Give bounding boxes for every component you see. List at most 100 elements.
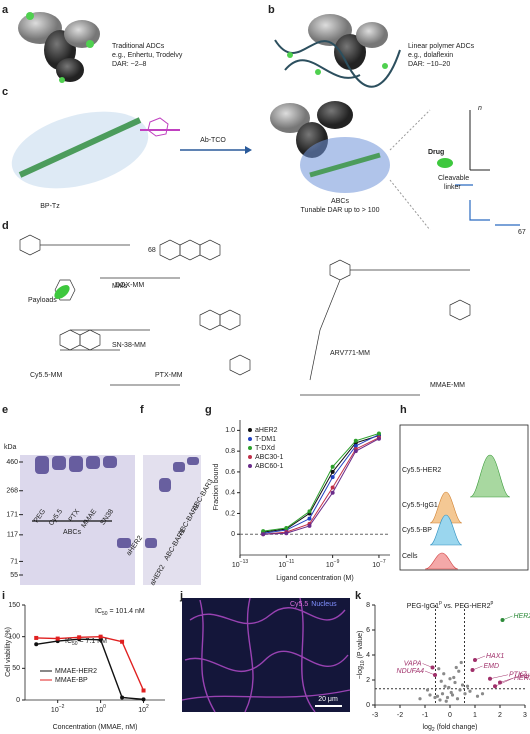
text-part: Cy5.5 xyxy=(290,601,308,608)
point xyxy=(141,688,146,693)
text-part: 10 xyxy=(232,562,240,569)
text-part: 10 xyxy=(360,660,366,666)
legend-label: MMAE-HER2 xyxy=(55,668,97,675)
point xyxy=(120,639,125,644)
antibody-b xyxy=(274,14,401,88)
marker-label: 268 xyxy=(6,488,18,495)
point xyxy=(428,693,432,697)
gene-label: EMD xyxy=(484,663,500,670)
label: 68 xyxy=(148,247,156,254)
text-part: 10 xyxy=(138,707,146,714)
y-tick-label: 0 xyxy=(231,531,235,538)
panel-label: k xyxy=(355,590,362,602)
text-part: (P value) xyxy=(357,631,364,661)
label: ABCs xyxy=(63,529,81,536)
curve xyxy=(263,437,380,535)
point xyxy=(445,695,450,700)
text-part: IC xyxy=(65,638,72,645)
leader xyxy=(494,678,514,687)
point xyxy=(284,526,289,530)
panel-label: b xyxy=(268,4,275,16)
point xyxy=(376,436,381,441)
label: Cleavable xyxy=(438,175,469,182)
legend-marker xyxy=(248,446,252,450)
point xyxy=(449,690,453,695)
text-part: (fold change) xyxy=(435,724,478,731)
curve xyxy=(263,438,380,535)
point xyxy=(376,431,381,436)
point xyxy=(330,469,335,474)
point xyxy=(444,699,448,703)
compound-name: ARV771-MM xyxy=(330,350,370,357)
point xyxy=(452,675,456,680)
point xyxy=(439,679,443,683)
gene-label: P4HA1 xyxy=(519,673,530,680)
point xyxy=(442,672,446,676)
marker-label: 460 xyxy=(6,459,18,466)
gel-e xyxy=(20,455,135,585)
y-tick-label: 0.6 xyxy=(225,469,235,476)
annotation: IC50 = 101.4 nM xyxy=(95,608,145,617)
label: 67 xyxy=(518,229,526,236)
text-part: 50 xyxy=(72,641,78,647)
y-tick-label: 100 xyxy=(8,634,20,641)
legend-label: MMAE-BP xyxy=(55,677,88,684)
leader xyxy=(499,676,519,683)
point xyxy=(330,490,335,495)
leader xyxy=(502,615,513,621)
point xyxy=(448,677,452,681)
flow-histograms xyxy=(399,424,529,571)
text-part: −log xyxy=(357,666,364,680)
axis-label: Fraction bound xyxy=(213,464,220,511)
point xyxy=(480,692,485,696)
legend-label: T-DXd xyxy=(255,445,275,452)
point xyxy=(447,685,451,690)
point xyxy=(454,665,458,670)
point xyxy=(261,532,266,537)
legend-label: ABC60-1 xyxy=(255,463,284,470)
text-part: 10 xyxy=(372,562,380,569)
y-tick-label: 0.2 xyxy=(225,510,235,517)
point xyxy=(141,697,146,702)
structures xyxy=(19,234,471,396)
compound-name: DOX-MM xyxy=(115,282,144,289)
y-tick-label: 6 xyxy=(366,627,370,634)
point xyxy=(330,464,335,469)
point xyxy=(457,669,461,673)
micrograph xyxy=(181,597,351,713)
x-tick-label: 10−13 xyxy=(232,559,248,569)
leader xyxy=(424,670,436,676)
axis-label: Cell viability (%) xyxy=(5,627,12,677)
axis-label: Concentration (MMAE, nM) xyxy=(53,724,138,731)
curve xyxy=(36,638,144,701)
gene-label: NDUFA4 xyxy=(397,668,425,675)
point xyxy=(465,684,470,688)
panel-label: a xyxy=(2,4,9,16)
x-tick-label: -3 xyxy=(372,712,378,719)
abc-conjugate xyxy=(270,101,520,231)
legend-marker xyxy=(248,437,252,441)
point xyxy=(307,509,312,514)
label: Drug xyxy=(428,149,444,156)
panel-label: i xyxy=(2,590,5,602)
description: e.g., dolaflexin xyxy=(408,52,453,59)
sample-label: Cy5.5-BP xyxy=(402,527,432,534)
point xyxy=(458,688,462,692)
label: Tunable DAR up to > 100 xyxy=(301,207,380,214)
y-tick-label: 4 xyxy=(366,652,370,659)
y-tick-label: 2 xyxy=(366,677,370,684)
label: BP-Tz xyxy=(40,203,60,210)
x-tick-label: 0 xyxy=(448,712,452,719)
y-tick-label: 0.4 xyxy=(225,490,235,497)
axis-label: log2 (fold change) xyxy=(423,724,478,733)
point xyxy=(55,636,60,641)
panel-label: e xyxy=(2,404,8,416)
arrow-c xyxy=(180,146,252,154)
marker-label: 55 xyxy=(10,572,18,579)
text-part: 10 xyxy=(278,562,286,569)
y-tick-label: 0 xyxy=(16,697,20,704)
marker-label: 171 xyxy=(6,511,18,518)
y-tick-label: 0 xyxy=(366,702,370,709)
axis-label: Ligand concentration (M) xyxy=(276,575,353,582)
axes xyxy=(24,605,165,701)
